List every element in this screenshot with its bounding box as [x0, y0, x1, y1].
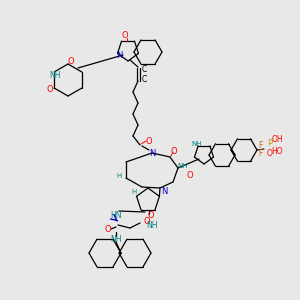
Text: NH: NH	[49, 70, 61, 80]
Text: HN: HN	[110, 211, 122, 220]
Text: O: O	[148, 212, 154, 220]
Text: O: O	[171, 146, 177, 155]
Text: O: O	[122, 32, 128, 40]
Text: HO: HO	[271, 146, 283, 155]
Text: N: N	[149, 148, 155, 158]
Text: P: P	[267, 140, 273, 148]
Text: NH: NH	[110, 235, 122, 244]
Text: H: H	[116, 173, 122, 179]
Text: N: N	[161, 187, 167, 196]
Text: NH: NH	[178, 163, 188, 169]
Text: H: H	[131, 189, 136, 195]
Text: O: O	[146, 137, 152, 146]
Text: O: O	[187, 170, 193, 179]
Text: O: O	[144, 217, 150, 226]
Text: F: F	[258, 148, 262, 158]
Text: C: C	[141, 64, 147, 74]
Text: N: N	[116, 52, 122, 61]
Text: O: O	[47, 85, 53, 94]
Text: NH: NH	[192, 141, 202, 147]
Text: O: O	[267, 148, 273, 158]
Text: O: O	[105, 226, 111, 235]
Text: OH: OH	[271, 134, 283, 143]
Text: C: C	[141, 76, 147, 85]
Text: F: F	[258, 140, 262, 149]
Text: O: O	[68, 58, 74, 67]
Text: NH: NH	[146, 221, 158, 230]
